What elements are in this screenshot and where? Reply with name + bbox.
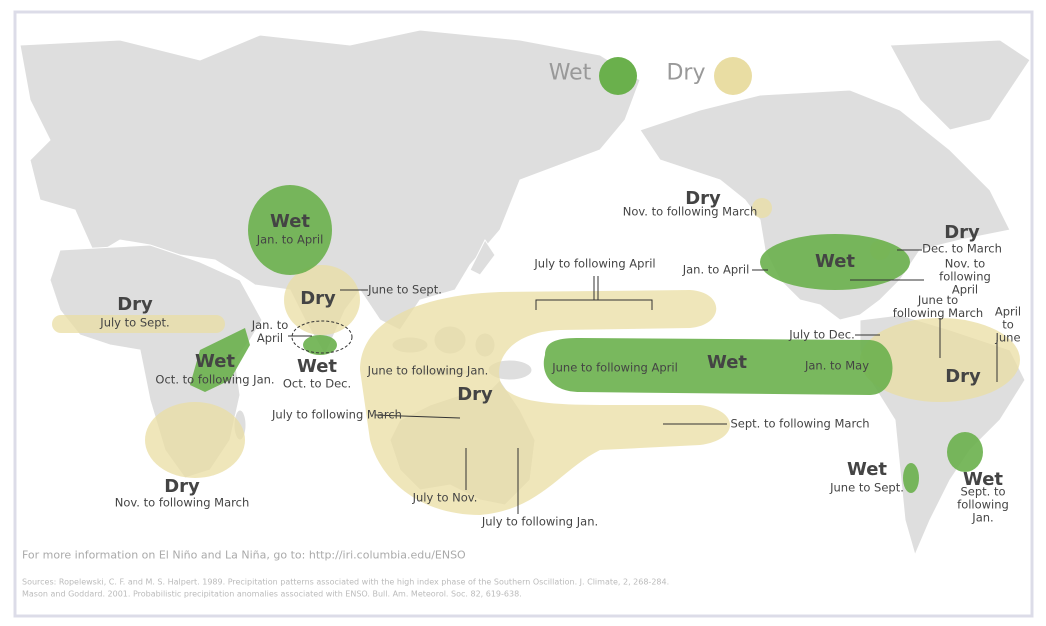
region-label: Dry <box>944 222 980 243</box>
legend-dry-swatch <box>714 57 752 95</box>
region-label: Wet <box>296 356 338 377</box>
period-label: Dec. to March <box>922 241 1002 256</box>
period-label: Jan. to May <box>804 358 870 373</box>
dry-areas <box>52 198 1020 515</box>
region-label: Dry <box>945 366 981 387</box>
sources: Sources: Ropelewski, C. F. and M. S. Hal… <box>22 577 670 587</box>
region-label: Wet <box>706 352 748 373</box>
legend-label: Wet <box>548 60 592 86</box>
period-label: July to Dec. <box>789 327 855 342</box>
period-label: June to following April <box>552 360 678 375</box>
period-label: Jan. to April <box>682 262 750 277</box>
period-label: Jan. to April <box>251 318 289 345</box>
period-label: Oct. to Dec. <box>282 376 352 391</box>
dashed-outline <box>291 320 353 354</box>
region-label: Dry <box>685 188 721 209</box>
period-label: July to following March <box>272 407 402 422</box>
period-label: Sept. to following March <box>730 416 870 431</box>
period-label: July to following Jan. <box>481 514 599 529</box>
period-label: June to following Jan. <box>367 363 489 378</box>
period-label: April to June <box>994 304 1022 345</box>
period-label: June to Sept. <box>830 480 904 495</box>
period-label: Sept. to following Jan. <box>957 484 1009 525</box>
period-label: June to following March <box>892 293 984 320</box>
sources: Mason and Goddard. 2001. Probabilistic p… <box>22 589 522 599</box>
region-label: Wet <box>194 351 236 372</box>
region-label: Dry <box>164 476 200 497</box>
region-label: Wet <box>269 211 311 232</box>
legend-wet-swatch <box>599 57 637 95</box>
period-label: July to Sept. <box>100 315 170 330</box>
footer-link-text: For more information on El Niño and La N… <box>22 548 466 562</box>
region-label: Dry <box>457 384 493 405</box>
leader-lines <box>288 249 998 514</box>
period-label: Nov. to following March <box>622 204 758 219</box>
period-label: Jan. to April <box>256 232 324 247</box>
period-label: June to Sept. <box>368 282 442 297</box>
period-label: Oct. to following Jan. <box>155 372 275 387</box>
region-label: Wet <box>846 459 888 480</box>
region-label: Wet <box>814 251 856 272</box>
period-label: July to Nov. <box>412 490 478 505</box>
region-label: Wet <box>962 469 1004 490</box>
period-label: July to following April <box>534 256 656 271</box>
region-label: Dry <box>117 294 153 315</box>
wet-areas <box>190 185 983 493</box>
period-label: Nov. to following April <box>939 256 991 297</box>
period-label: Nov. to following March <box>114 495 250 510</box>
legend-label: Dry <box>666 60 706 86</box>
region-label: Dry <box>300 288 336 309</box>
